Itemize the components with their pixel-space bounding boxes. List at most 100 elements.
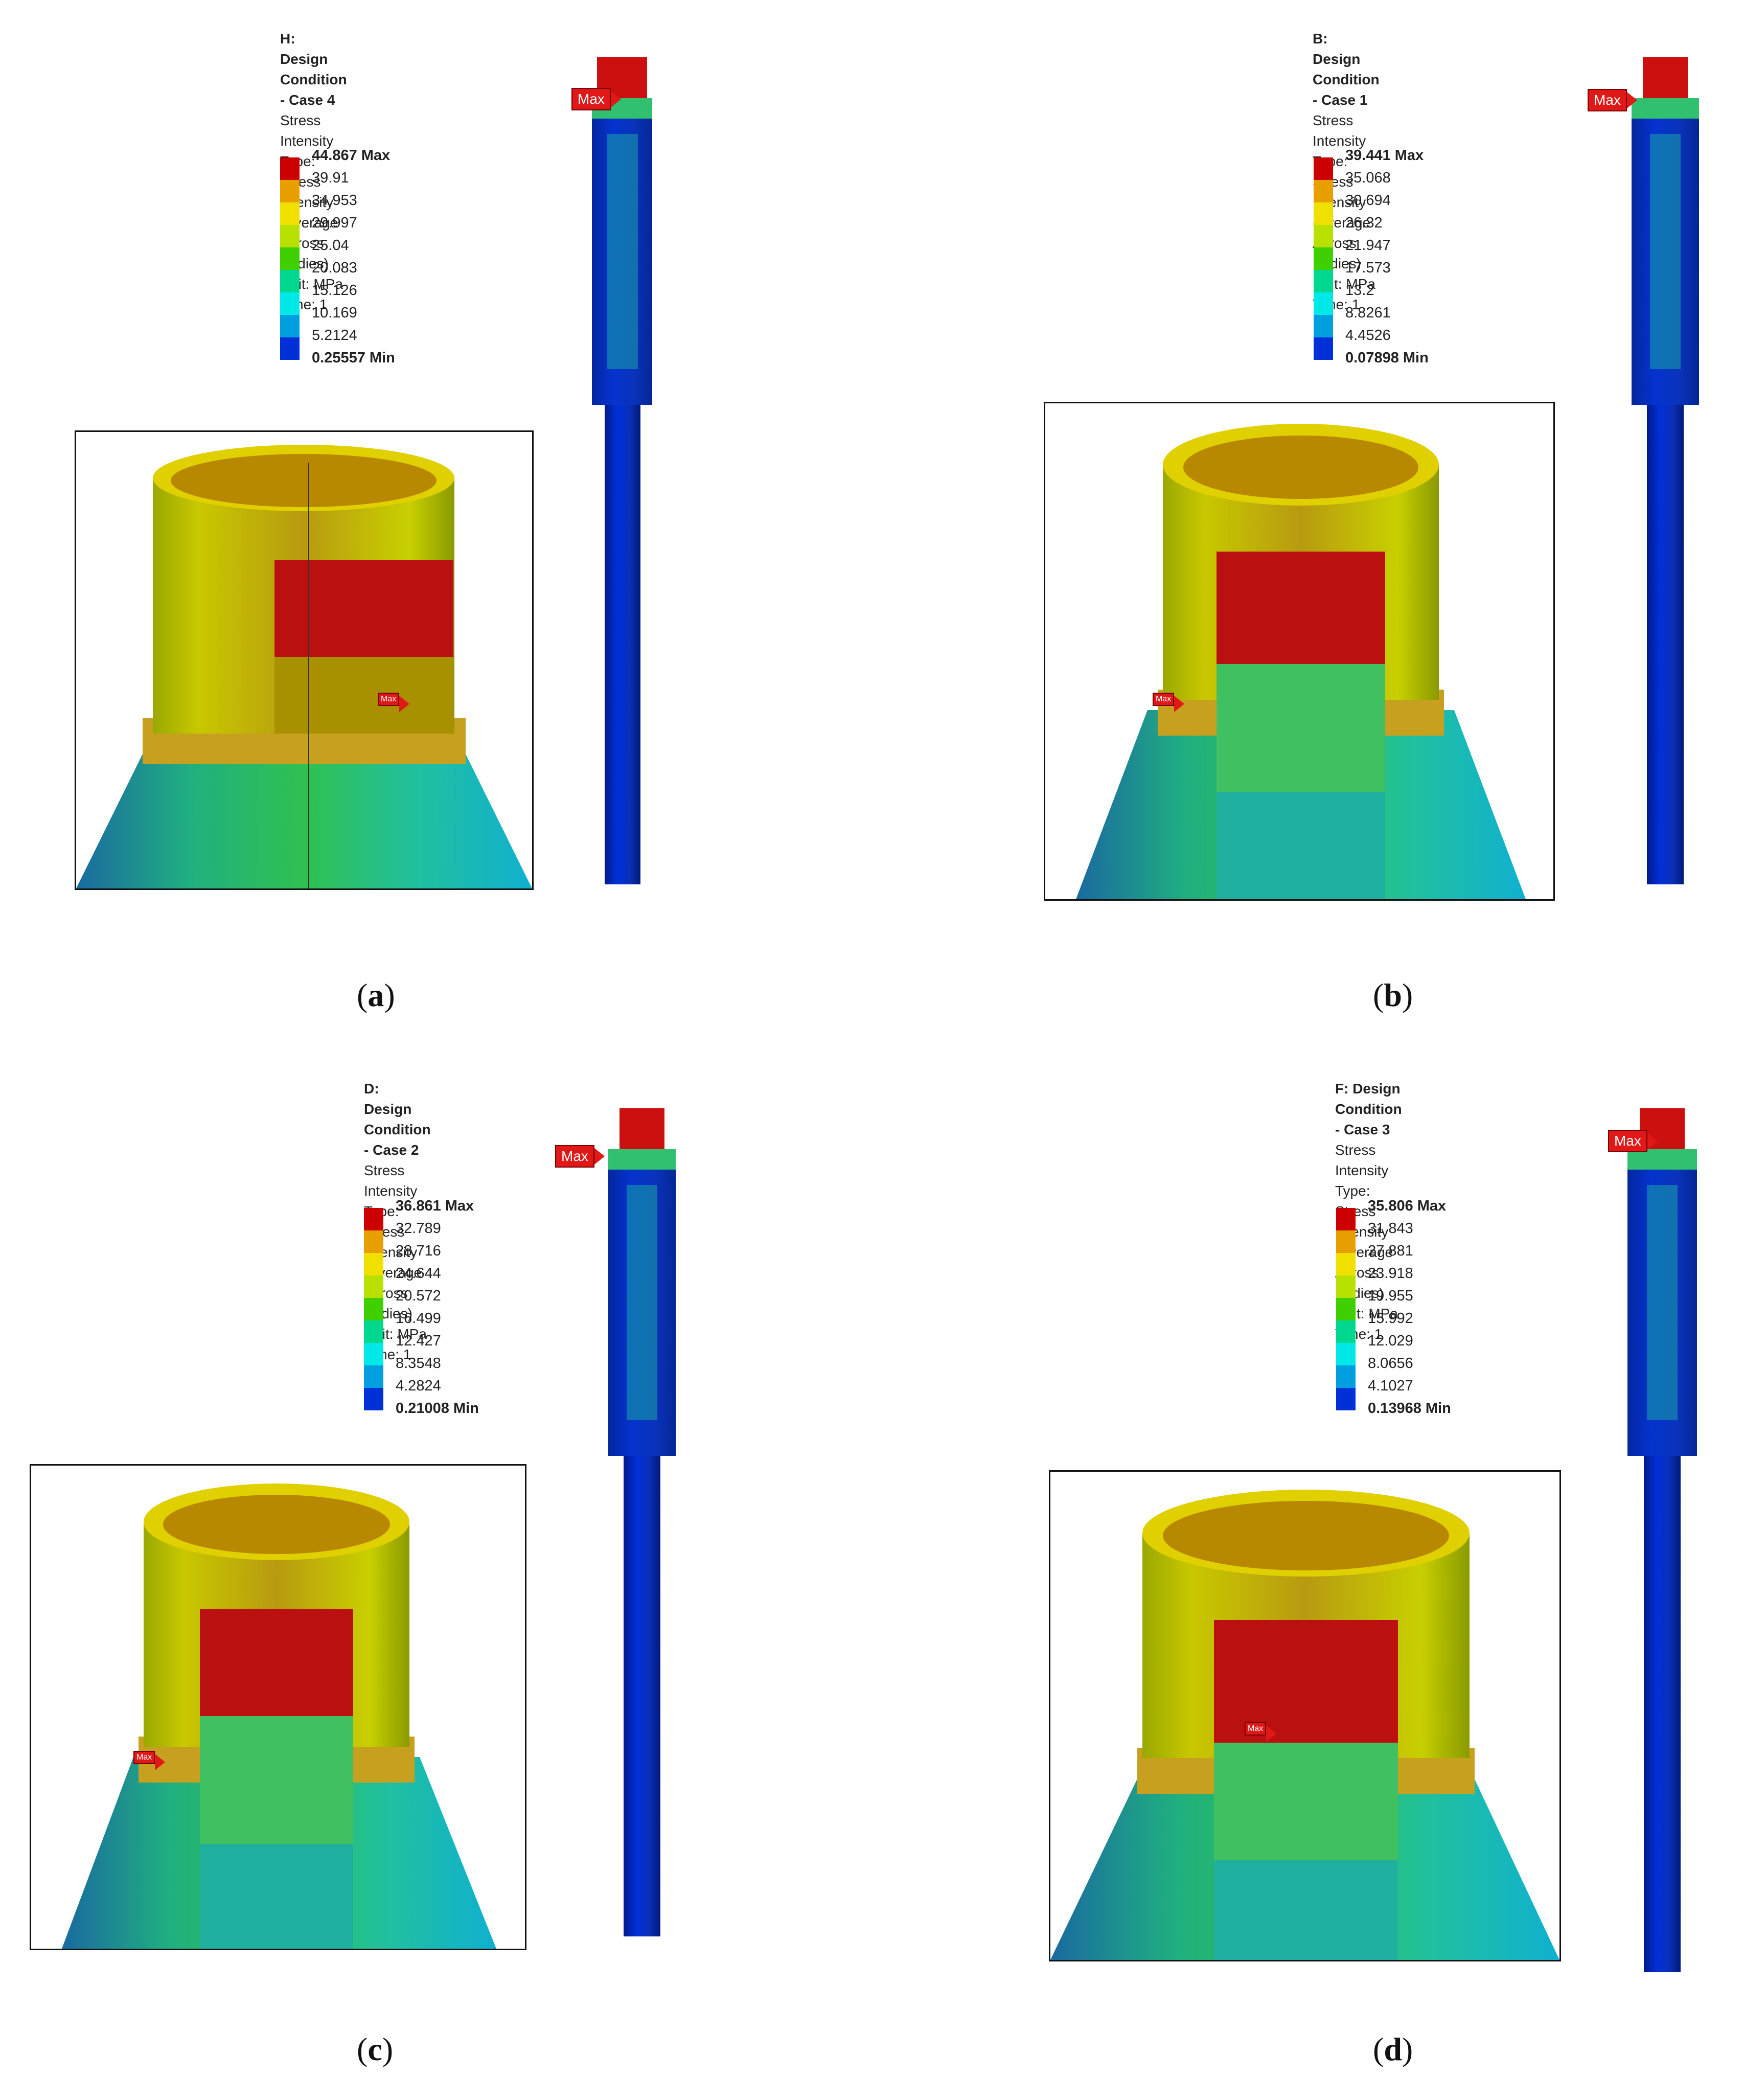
result-quantity: Stress Intensity bbox=[364, 1162, 418, 1199]
legend-level-label: 4.2824 bbox=[396, 1378, 441, 1394]
legend-level-label: 21.947 bbox=[1345, 237, 1391, 254]
result-quantity: Stress Intensity bbox=[1313, 112, 1366, 149]
zoom-inset: Max bbox=[1049, 1470, 1561, 1961]
color-legend: 39.441 Max 35.068 30.694 26.32 21.947 17.573 1… bbox=[1314, 147, 1467, 368]
legend-level-label: 34.953 bbox=[312, 192, 357, 209]
inset-contour-view bbox=[62, 1483, 496, 1949]
max-marker: Max bbox=[555, 1145, 605, 1168]
zoom-inset: Max bbox=[1044, 402, 1555, 901]
legend-level-label: 16.499 bbox=[396, 1310, 441, 1327]
legend-level-label: 8.3548 bbox=[396, 1355, 441, 1372]
legend-level-label: 29.997 bbox=[312, 215, 357, 231]
legend-swatch bbox=[364, 1275, 383, 1298]
legend-swatch bbox=[1314, 157, 1333, 180]
legend-level-label: 39.441 Max bbox=[1345, 147, 1424, 164]
max-marker: Max bbox=[1608, 1130, 1658, 1152]
color-legend: 36.861 Max 32.789 28.716 24.644 20.572 16.499… bbox=[364, 1198, 517, 1419]
inset-max-marker: Max bbox=[1245, 1722, 1277, 1742]
legend-level-label: 0.07898 Min bbox=[1345, 350, 1429, 366]
legend-swatch bbox=[1336, 1343, 1356, 1365]
legend-level-label: 5.2124 bbox=[312, 327, 357, 344]
zoom-inset: Max bbox=[30, 1464, 526, 1950]
legend-level-label: 8.0656 bbox=[1368, 1355, 1413, 1372]
legend-level-label: 23.918 bbox=[1368, 1265, 1413, 1282]
inset-contour-view bbox=[76, 445, 532, 888]
legend-level-label: 25.04 bbox=[312, 237, 349, 254]
legend-swatch bbox=[280, 225, 300, 247]
legend-level-label: 35.068 bbox=[1345, 170, 1391, 186]
inset-max-marker: Max bbox=[133, 1751, 166, 1770]
legend-level-label: 12.029 bbox=[1368, 1333, 1413, 1349]
legend-swatch bbox=[280, 270, 300, 292]
panel-caption: (c) bbox=[357, 2031, 394, 2067]
legend-level-label: 31.843 bbox=[1368, 1220, 1413, 1237]
legend-level-label: 32.789 bbox=[396, 1220, 441, 1237]
legend-swatch bbox=[1314, 225, 1333, 247]
legend-level-label: 19.955 bbox=[1368, 1288, 1413, 1304]
legend-swatch bbox=[1314, 270, 1333, 292]
legend-swatch bbox=[1314, 315, 1333, 337]
result-quantity: Stress Intensity bbox=[280, 112, 334, 149]
result-header: D: Design Condition - Case 2 Stress Inte… bbox=[364, 1079, 431, 1365]
legend-swatch bbox=[1336, 1320, 1356, 1343]
inset-contour-view bbox=[1076, 424, 1526, 899]
legend-swatch bbox=[364, 1320, 383, 1343]
model-overview: Max bbox=[1588, 57, 1699, 884]
max-marker: Max bbox=[1588, 89, 1637, 111]
legend-level-label: 20.083 bbox=[312, 260, 357, 276]
legend-level-label: 12.427 bbox=[396, 1333, 441, 1349]
legend-swatch bbox=[280, 157, 300, 180]
legend-level-label: 15.992 bbox=[1368, 1310, 1413, 1327]
legend-swatch bbox=[280, 247, 300, 270]
legend-swatch bbox=[1314, 292, 1333, 315]
color-legend: 44.867 Max 39.91 34.953 29.997 25.04 20.083 15… bbox=[280, 147, 433, 368]
legend-swatch bbox=[364, 1230, 383, 1253]
legend-swatch bbox=[280, 180, 300, 202]
legend-swatch bbox=[364, 1253, 383, 1275]
legend-level-label: 0.13968 Min bbox=[1368, 1400, 1451, 1417]
model-overview: Max bbox=[1608, 1108, 1697, 1972]
legend-level-label: 27.881 bbox=[1368, 1243, 1413, 1259]
legend-swatch bbox=[364, 1365, 383, 1388]
legend-level-label: 30.694 bbox=[1345, 192, 1391, 209]
legend-level-label: 8.8261 bbox=[1345, 305, 1391, 321]
legend-level-label: 28.716 bbox=[396, 1243, 441, 1259]
legend-level-label: 15.126 bbox=[312, 282, 357, 299]
model-column-view bbox=[608, 1108, 676, 1936]
legend-swatch bbox=[364, 1208, 383, 1230]
legend-swatch bbox=[1314, 247, 1333, 270]
legend-level-label: 24.644 bbox=[396, 1265, 441, 1282]
legend-level-label: 4.1027 bbox=[1368, 1378, 1413, 1394]
inset-max-marker: Max bbox=[378, 693, 410, 712]
panel-caption: (a) bbox=[357, 977, 395, 1013]
model-column-view bbox=[592, 57, 652, 884]
result-title: F: Design Condition - Case 3 bbox=[1335, 1081, 1402, 1137]
legend-swatch bbox=[1314, 202, 1333, 225]
legend-swatch bbox=[1314, 180, 1333, 202]
inset-contour-view bbox=[1050, 1490, 1559, 1960]
legend-level-label: 35.806 Max bbox=[1368, 1198, 1447, 1214]
legend-swatch bbox=[1336, 1230, 1356, 1253]
result-title: B: Design Condition - Case 1 bbox=[1313, 31, 1380, 108]
legend-level-label: 36.861 Max bbox=[396, 1198, 474, 1214]
legend-level-label: 0.21008 Min bbox=[396, 1400, 479, 1417]
legend-swatch bbox=[1336, 1365, 1356, 1388]
model-overview: Max bbox=[555, 1108, 676, 1936]
legend-swatch bbox=[280, 292, 300, 315]
panel-caption: (d) bbox=[1373, 2031, 1413, 2067]
legend-swatch bbox=[280, 337, 300, 360]
legend-swatch bbox=[1336, 1388, 1356, 1410]
legend-swatch bbox=[1336, 1208, 1356, 1230]
legend-swatch bbox=[364, 1388, 383, 1410]
panel-caption: (b) bbox=[1373, 977, 1413, 1013]
legend-swatch bbox=[280, 315, 300, 337]
legend-level-label: 4.4526 bbox=[1345, 327, 1391, 344]
inset-max-marker: Max bbox=[1153, 693, 1185, 712]
model-column-view bbox=[1627, 1108, 1697, 1972]
legend-swatch bbox=[280, 202, 300, 225]
legend-swatch bbox=[1314, 337, 1333, 360]
result-quantity: Stress Intensity bbox=[1335, 1142, 1389, 1178]
legend-level-label: 0.25557 Min bbox=[312, 350, 395, 366]
legend-swatch bbox=[364, 1343, 383, 1365]
result-title: H: Design Condition - Case 4 bbox=[280, 31, 347, 108]
